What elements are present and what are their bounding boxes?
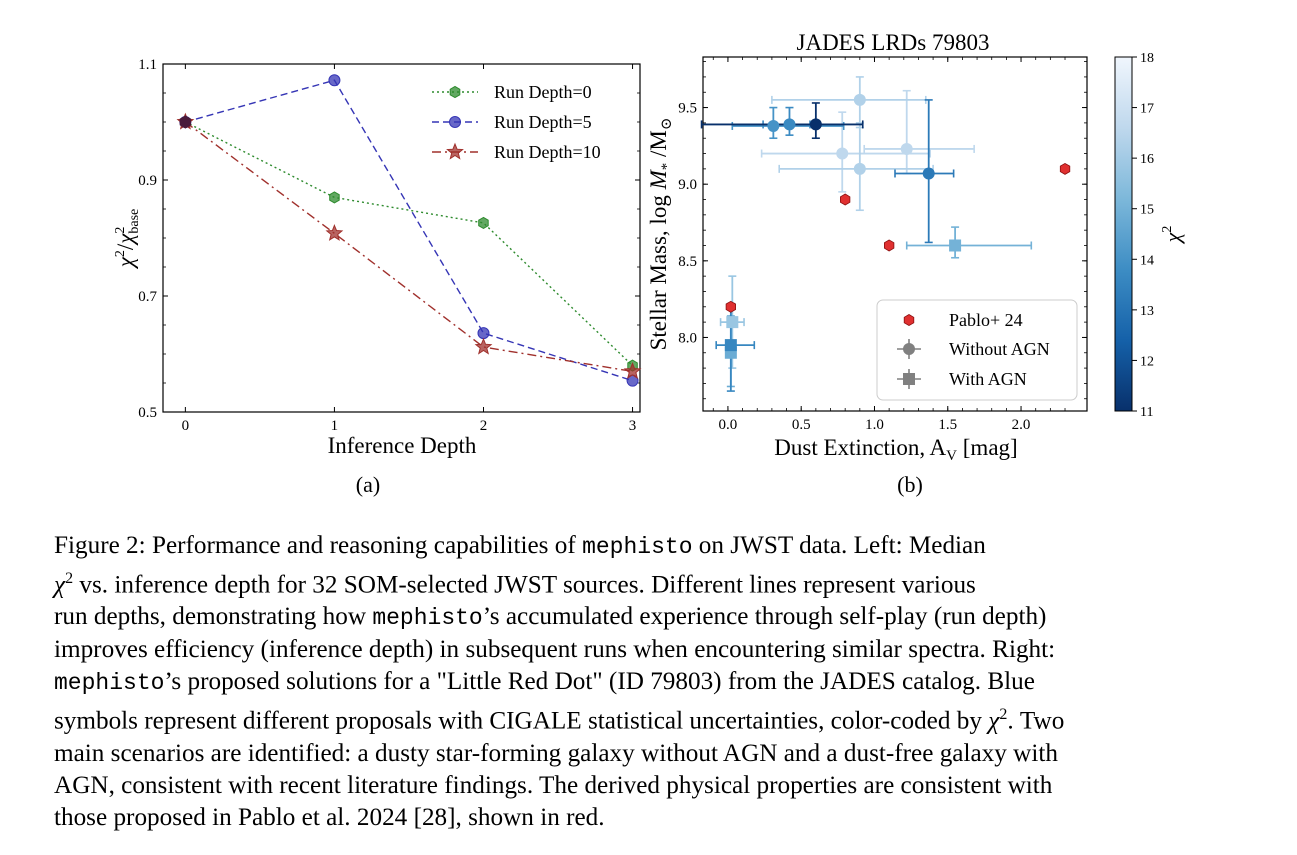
legend-marker-square [903, 373, 915, 385]
figure-caption: Figure 2: Performance and reasoning capa… [54, 530, 1244, 834]
panel-a-label: (a) [356, 472, 380, 497]
panel-a-xtick-label: 3 [629, 418, 637, 434]
colorbar-label: χ2 [1160, 226, 1185, 245]
data-point-hexagon [329, 191, 340, 204]
panel-b-ytick-label: 9.0 [678, 177, 697, 193]
panel-b-xtick-label: 0.0 [719, 417, 738, 433]
pablo-point [1059, 162, 1071, 175]
colorbar-tick-label: 11 [1140, 405, 1153, 420]
panel-b-label: (b) [897, 472, 923, 497]
panel-a-xtick-label: 2 [480, 418, 488, 434]
series-line-run-depth-2 [184, 121, 633, 373]
colorbar [1114, 56, 1133, 412]
without-agn-marker [853, 93, 866, 106]
panel-a-ylabel: χ2/χ2base [113, 209, 142, 270]
without-agn-marker [900, 142, 913, 155]
colorbar-tick-label: 12 [1140, 354, 1154, 369]
panel-b-ytick-label: 9.5 [678, 101, 697, 117]
panel-b-legend: Pablo+ 24 Without AGN With AGN [876, 299, 1078, 401]
panel-b-chart: JADES LRDs 79803 0.0 0.5 1.0 1.5 2.0 8.0 8.5 9.… [646, 30, 1185, 497]
colorbar-tick-label: 14 [1140, 253, 1154, 268]
colorbar-tick-label: 13 [1140, 304, 1154, 319]
data-point-circle [477, 327, 490, 340]
panel-b-ylabel: Stellar Mass, log M* /M⊙ [646, 118, 675, 351]
panel-b-xtick-label: 0.5 [792, 417, 811, 433]
caption-line-8: AGN, consistent with recent literature f… [54, 771, 1053, 799]
caption-line-9: those proposed in Pablo et al. 2024 [28]… [54, 803, 605, 831]
caption-line-6: symbols represent different proposals wi… [54, 706, 1065, 735]
without-agn-marker [922, 167, 935, 180]
legend-label: With AGN [949, 369, 1027, 389]
legend-label: Run Depth=0 [494, 82, 592, 102]
pablo-point [840, 193, 851, 206]
legend-marker-pablo [903, 314, 915, 326]
without-agn-marker [783, 118, 796, 131]
data-point-star [623, 362, 642, 380]
series-line-run-depth-1 [185, 79, 633, 382]
without-agn-marker [836, 147, 849, 160]
legend-marker-circle [903, 343, 915, 355]
data-point-start [179, 115, 192, 129]
panel-b-ytick-label: 8.5 [678, 254, 697, 270]
panel-a-ytick-label: 0.5 [138, 405, 157, 421]
with-agn-marker [726, 316, 739, 329]
panel-b-title: JADES LRDs 79803 [797, 30, 990, 55]
legend-marker-circle [449, 116, 461, 128]
panel-b-frame [702, 56, 1088, 412]
panel-a-ytick-label: 0.9 [138, 173, 157, 189]
panel-b-xtick-label: 1.5 [938, 417, 957, 433]
legend-label: Run Depth=5 [494, 112, 592, 132]
caption-line-1: Figure 2: Performance and reasoning capa… [54, 532, 986, 560]
colorbar-tick-label: 16 [1140, 152, 1154, 167]
panel-b-xtick-label: 1.0 [865, 417, 884, 433]
caption-line-5: mephisto’s proposed solutions for a "Lit… [54, 668, 1035, 697]
legend-marker-star [446, 142, 464, 160]
panel-a-ytick-label: 1.1 [138, 57, 157, 73]
panel-a-xtick-label: 0 [182, 418, 190, 434]
legend-frame [876, 299, 1078, 401]
colorbar-ticks: 11 12 13 14 15 16 17 18 [1132, 51, 1154, 420]
without-agn-marker [809, 118, 822, 131]
colorbar-tick-label: 18 [1140, 51, 1154, 66]
caption-line-4: improves efficiency (inference depth) in… [54, 636, 1056, 664]
panel-a-ytick-label: 0.7 [138, 289, 157, 305]
data-point-hexagon [478, 216, 489, 229]
data-point-circle [328, 74, 341, 87]
colorbar-tick-label: 17 [1140, 102, 1154, 117]
with-agn-marker [949, 239, 962, 252]
caption-line-3: run depths, demonstrating how mephisto’s… [54, 603, 1047, 632]
without-agn-marker [767, 119, 780, 132]
panel-b-xlabel: Dust Extinction, AV [mag] [774, 435, 1017, 464]
pablo-point [884, 239, 895, 252]
figure: 0 1 2 3 0.5 0.7 0.9 1.1 Run Depth=0 Run Depth=5 R… [113, 30, 1185, 497]
panel-b-ytick-label: 8.0 [678, 330, 697, 346]
with-agn-marker [724, 339, 737, 352]
panel-a-xlabel: Inference Depth [328, 433, 477, 458]
panel-a-xtick-label: 1 [331, 418, 339, 434]
legend-label: Run Depth=10 [494, 142, 601, 162]
panel-a-legend: Run Depth=0 Run Depth=5 Run Depth=10 [432, 82, 601, 162]
data-point-star [474, 337, 493, 355]
caption-line-2: χ2 vs. inference depth for 32 SOM-select… [54, 570, 976, 599]
legend-label: Pablo+ 24 [949, 310, 1023, 330]
caption-line-7: main scenarios are identified: a dusty s… [54, 739, 1058, 767]
pablo-point [725, 300, 736, 313]
data-point-star [325, 224, 344, 241]
legend-label: Without AGN [949, 339, 1050, 359]
colorbar-tick-label: 15 [1140, 203, 1154, 218]
panel-b-xtick-label: 2.0 [1012, 417, 1031, 433]
legend-marker-hexagon [449, 85, 461, 99]
without-agn-marker [853, 162, 866, 175]
series-line-run-depth-0 [185, 121, 634, 367]
